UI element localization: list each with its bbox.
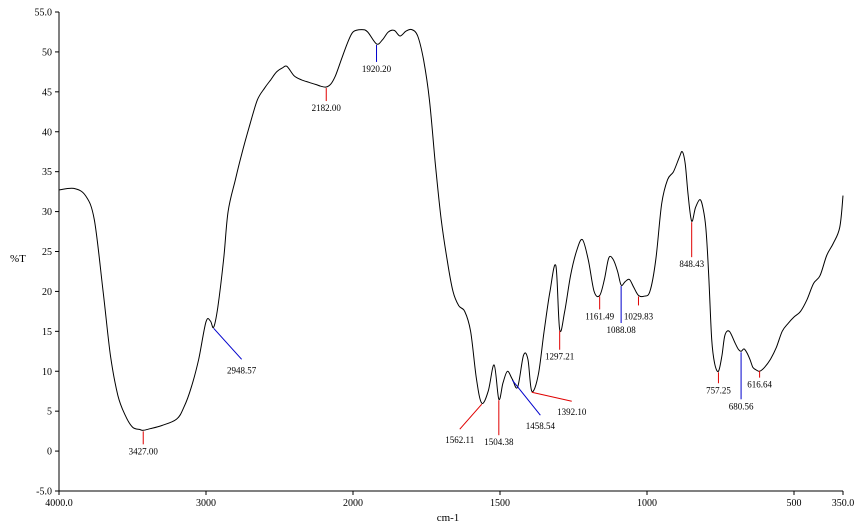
y-tick-label: 35	[42, 167, 52, 178]
y-tick-label: 10	[42, 367, 52, 378]
peak-label: 1562.11	[445, 435, 474, 445]
x-axis-label: cm-1	[437, 512, 460, 524]
y-tick-label: 55.0	[35, 8, 53, 19]
peak-label: 1161.49	[585, 311, 614, 321]
peak-marker	[459, 403, 483, 430]
y-tick-label: 45	[42, 87, 52, 98]
peak-label: 680.56	[729, 401, 754, 411]
y-tick-label: 0	[47, 447, 52, 458]
peak-label: 1029.83	[624, 311, 654, 321]
peak-marker	[511, 379, 541, 416]
peak-label: 1458.54	[526, 421, 556, 431]
x-tick-label: 350.0	[832, 498, 855, 509]
peak-label: 757.25	[706, 385, 731, 395]
x-tick-label: 1000	[637, 498, 657, 509]
y-tick-label: 30	[42, 207, 52, 218]
peak-label: 1088.08	[607, 325, 637, 335]
series	[58, 28, 844, 431]
x-tick-label: 3000	[196, 498, 216, 509]
peak-marker	[213, 328, 243, 360]
y-tick-label: 50	[42, 47, 52, 58]
peak-label: 1504.38	[484, 437, 514, 447]
peak-label: 3427.00	[129, 446, 159, 456]
x-tick-label: 500	[787, 498, 802, 509]
peak-label: 616.64	[747, 380, 772, 390]
y-tick-label: 5	[47, 407, 52, 418]
y-tick-label: 40	[42, 127, 52, 138]
ticks: -5.0 0 5 10 15 20 25 30 35 40 45 50 55.0 4000.0 3000 20…	[35, 8, 855, 510]
x-tick-label: 1500	[490, 498, 510, 509]
peak-marker	[531, 391, 572, 402]
y-tick-label: 25	[42, 247, 52, 258]
peak-annotations: 3427.00 2948.57 2182.00 1920.20 1562.11 1504.…	[129, 44, 772, 456]
x-tick-label: 4000.0	[45, 498, 73, 509]
x-tick-label: 2000	[343, 498, 363, 509]
peak-label: 1920.20	[362, 64, 392, 74]
y-axis-label: %T	[10, 253, 26, 265]
peak-label: 1297.21	[545, 352, 574, 362]
spectrum-line	[58, 28, 844, 431]
y-tick-label: 15	[42, 327, 52, 338]
y-tick-label: -5.0	[36, 487, 52, 498]
peak-label: 1392.10	[557, 407, 587, 417]
peak-label: 2948.57	[227, 365, 257, 375]
peak-label: 848.43	[679, 259, 704, 269]
peak-label: 2182.00	[312, 103, 342, 113]
y-tick-label: 20	[42, 287, 52, 298]
